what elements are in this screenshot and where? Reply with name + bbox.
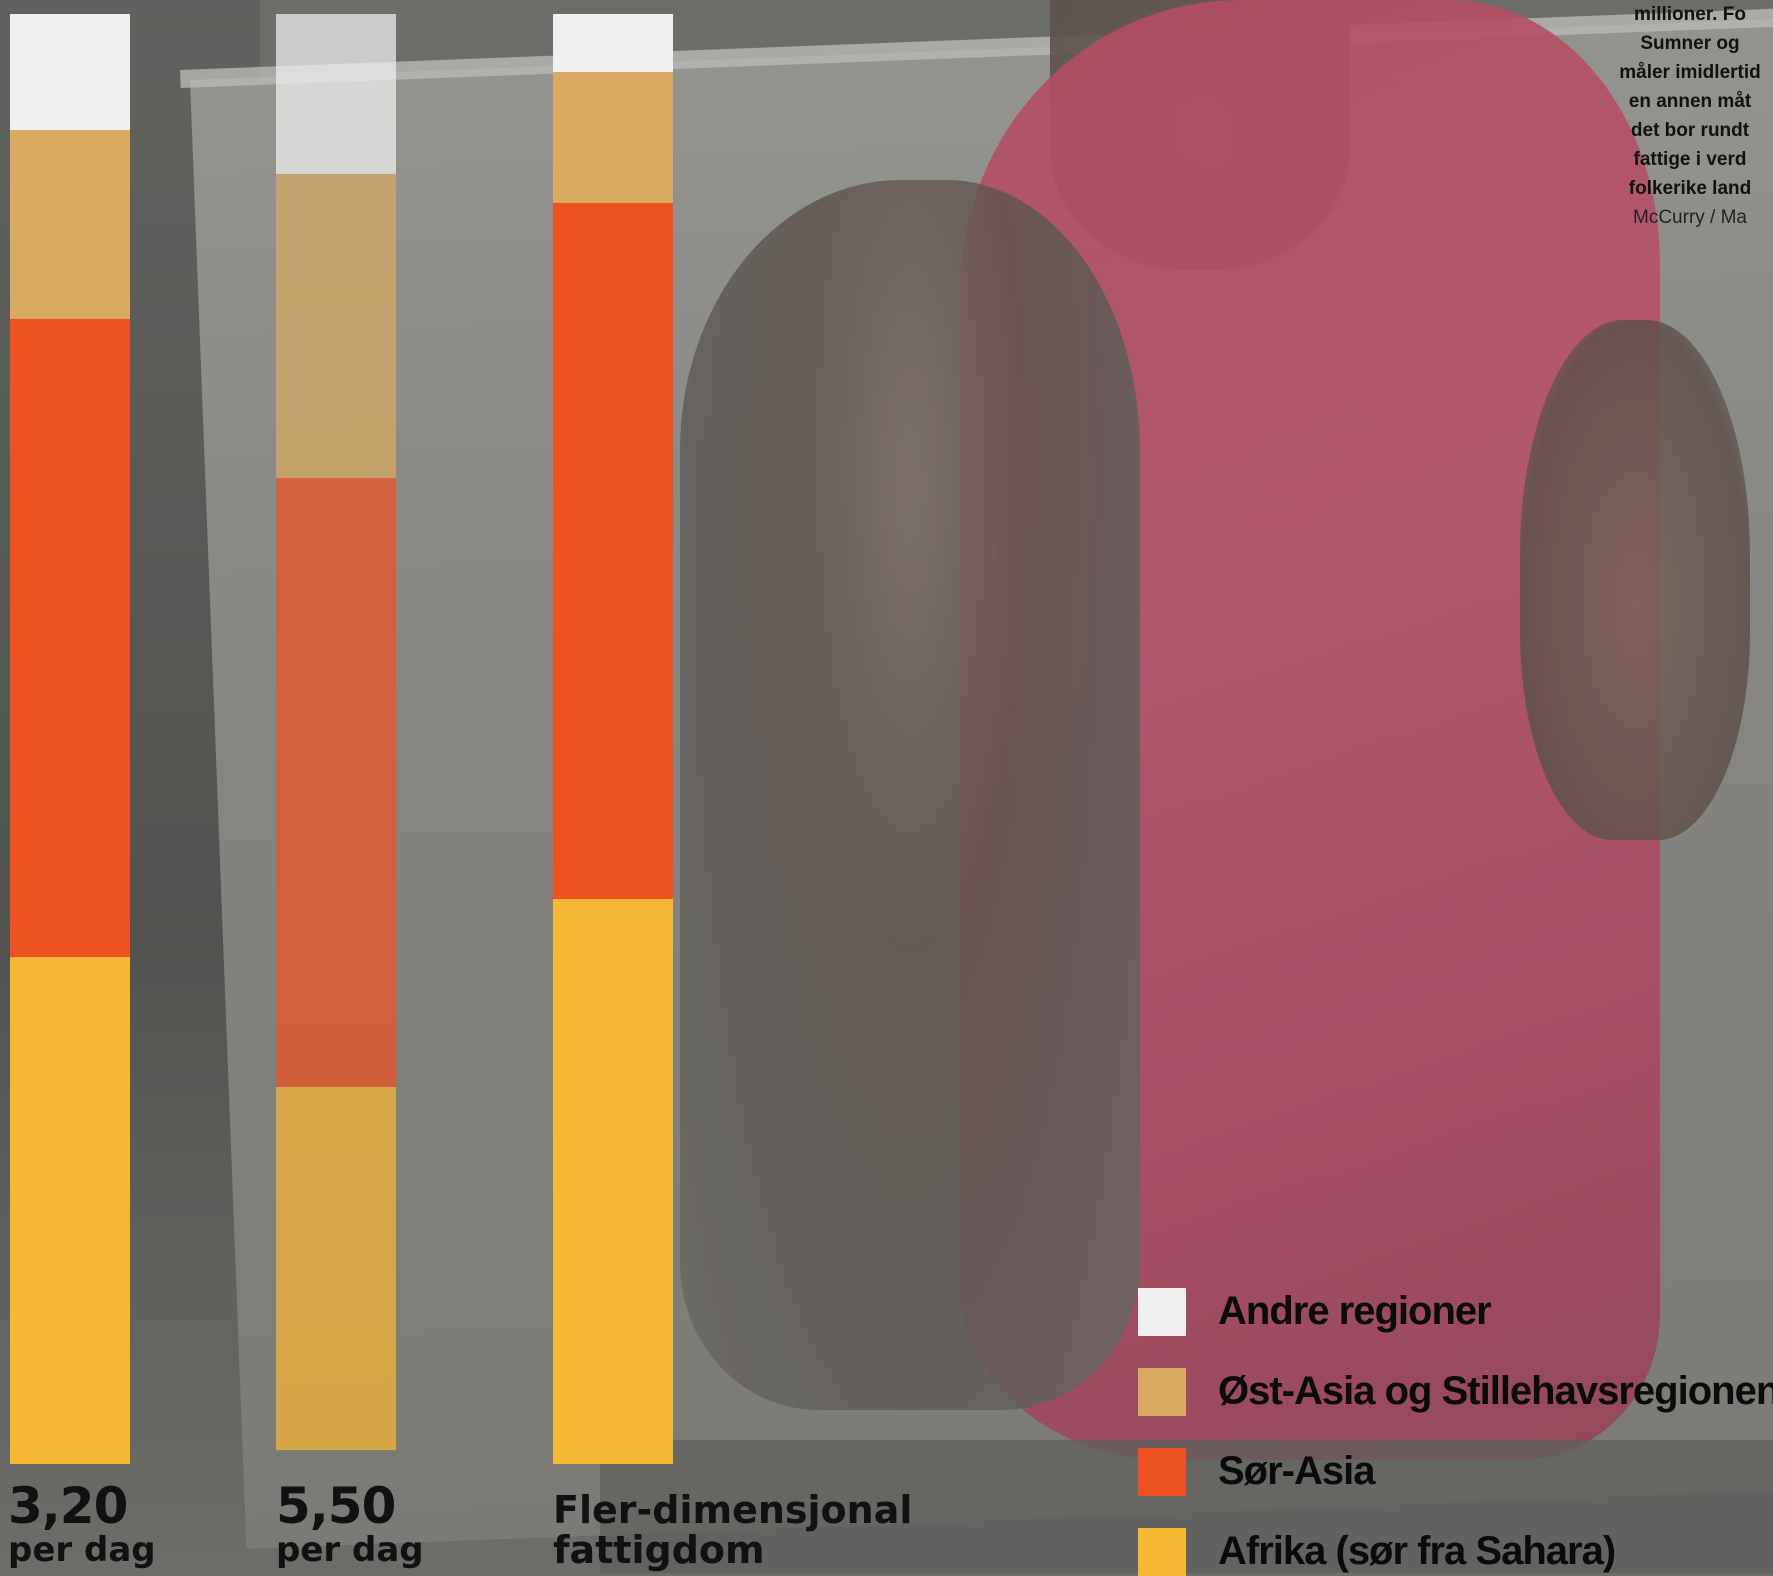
bar-label-fler-dimensjonal: Fler-dimensjonal fattigdom <box>553 1490 912 1570</box>
caption-line: Sumner og <box>1640 33 1740 54</box>
bar-segment-øst-asia-og-stillehavsregionen <box>553 72 673 203</box>
legend-label: Øst-Asia og Stillehavsregionen <box>1218 1369 1773 1413</box>
photo-hand <box>1520 320 1750 840</box>
bar-segment-øst-asia-og-stillehavsregionen <box>10 130 130 319</box>
bar-segment-sør-asia <box>553 202 673 899</box>
legend-swatch <box>1138 1288 1186 1336</box>
bar-label-value: 5,50 <box>276 1477 396 1535</box>
bar-5-50-per-dag <box>276 14 396 1464</box>
caption-line: måler imidlertid <box>1619 62 1761 83</box>
bar-segment-afrika-sør-fra-sahara- <box>276 1087 396 1450</box>
bar-segment-sør-asia <box>276 478 396 1087</box>
bar-segment-andre-regioner <box>553 14 673 72</box>
bar-fler-dimensjonal-fattigdom <box>553 14 673 1464</box>
bar-segment-afrika-sør-fra-sahara- <box>10 956 130 1464</box>
bar-segment-andre-regioner <box>10 14 130 130</box>
bar-segment-andre-regioner <box>276 14 396 174</box>
bar-segment-afrika-sør-fra-sahara- <box>553 898 673 1464</box>
caption-line: en annen måt <box>1628 91 1752 112</box>
legend-label: Sør-Asia <box>1218 1449 1375 1493</box>
photo-child <box>680 180 1140 1410</box>
bar-label-line1: Fler-dimensjonal <box>553 1488 913 1532</box>
caption-line: det bor rundt <box>1630 120 1750 141</box>
photo-credit: McCurry / Ma <box>1633 207 1747 228</box>
bar-segment-øst-asia-og-stillehavsregionen <box>276 173 396 478</box>
photo-door-edge <box>600 1440 1773 1573</box>
bar-label-5-50: 5,50 per dag <box>276 1480 424 1568</box>
bar-label-unit: per dag <box>8 1530 156 1570</box>
legend-swatch <box>1138 1528 1186 1576</box>
caption-line: millioner. Fo <box>1634 4 1746 25</box>
bar-segment-sør-asia <box>10 318 130 957</box>
bar-3-20-per-dag <box>10 14 130 1464</box>
legend-swatch <box>1138 1368 1186 1416</box>
bar-label-value: 3,20 <box>8 1477 128 1535</box>
legend-swatch <box>1138 1448 1186 1496</box>
legend-label: Andre regioner <box>1218 1289 1492 1333</box>
caption-line: folkerike land <box>1628 178 1752 199</box>
bar-label-line2: fattigdom <box>553 1528 765 1572</box>
legend-label: Afrika (sør fra Sahara) <box>1218 1529 1616 1573</box>
bar-label-unit: per dag <box>276 1530 424 1570</box>
photo-caption: millioner. Fo Sumner og måler imidlertid… <box>1560 0 1773 232</box>
caption-line: fattige i verd <box>1633 149 1747 170</box>
bar-label-3-20: 3,20 per dag <box>8 1480 156 1568</box>
